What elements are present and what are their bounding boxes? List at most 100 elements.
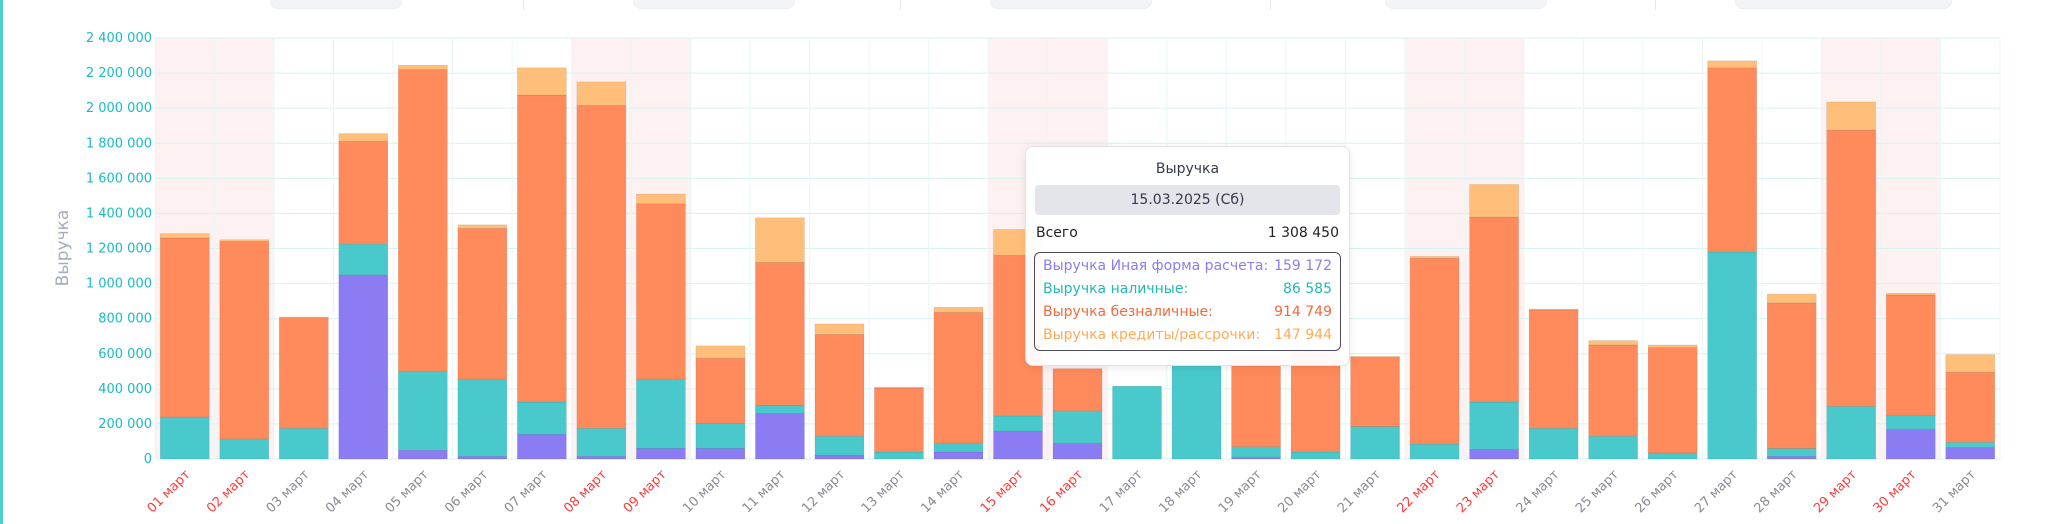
x-tick-label: 06 март [442,467,491,516]
bar-segment [933,306,984,313]
bar-segment [338,133,389,142]
revenue-tooltip: Выручка 15.03.2025 (Сб) Всего 1 308 450 … [1025,146,1350,366]
bar-segment [814,334,865,437]
bar-segment [933,451,984,460]
bar-segment [1588,340,1638,346]
bar-segment [636,448,686,460]
bar-segment [1171,360,1222,460]
top-separator [1270,0,1271,10]
tooltip-row-cashless: Выручка безналичные: 914 749 [1043,304,1332,324]
bar-segment [874,451,924,460]
bar-segment [576,81,627,106]
tooltip-row-cash: Выручка наличные: 86 585 [1043,281,1332,301]
bar-segment [1945,442,1996,448]
bar-segment [219,241,270,440]
y-tick-label: 1 600 000 [86,171,152,186]
y-tick-label: 0 [144,452,152,467]
x-tick-label: 22 март [1394,467,1443,516]
x-tick-label: 27 март [1692,467,1741,516]
tooltip-row-label: Выручка наличные: [1043,281,1189,297]
bar-segment [1112,385,1162,460]
bar-segment [636,378,686,449]
bar-segment [636,203,686,380]
bar-segment [1766,448,1817,457]
x-tick-label: 31 март [1930,467,1979,516]
bar-segment [1766,456,1817,460]
bar-segment [457,378,508,457]
bar-segment [1945,371,1996,443]
y-tick-label: 1 400 000 [86,206,152,221]
bar-segment [755,217,805,263]
tooltip-total-label: Всего [1036,225,1078,241]
bar-segment [695,448,746,460]
x-tick-label: 17 март [1097,467,1146,516]
y-tick-label: 2 400 000 [86,31,152,46]
tooltip-row-credit: Выручка кредиты/рассрочки: 147 944 [1043,327,1332,347]
bar-segment [219,438,270,460]
bar-segment [1469,216,1519,403]
bar-segment [695,357,746,424]
x-tick-label: 25 март [1573,467,1622,516]
bar-segment [517,401,567,435]
x-tick-label: 07 март [502,467,551,516]
bar-segment [338,243,389,276]
x-tick-label: 12 март [799,467,848,516]
tooltip-row-label: Выручка Иная форма расчета: [1043,258,1269,274]
y-tick-label: 1 800 000 [86,136,152,151]
bar-segment [338,141,389,245]
x-axis-ticks: 01 март 02 март 03 март 04 март 05 март 06 ма… [145,467,1980,516]
x-tick-label: 18 март [1156,467,1205,516]
bar-segment [1885,414,1936,430]
bar-segment [1826,406,1877,460]
bar-segment [1469,184,1519,218]
y-tick-label: 1 200 000 [86,242,152,257]
bar-segment [457,228,508,380]
bar-segment [1052,442,1103,460]
x-tick-label: 04 март [323,467,372,516]
bar-segment [1409,443,1460,460]
bar-segment [695,345,746,359]
bar-segment [993,430,1043,460]
bar-segment [1350,356,1400,427]
bar-segment [159,233,210,239]
bar-segment [933,312,984,444]
bar-segment [755,413,805,460]
bar-segment [695,422,746,449]
bar-segment [576,428,627,457]
left-accent-rule [0,0,3,524]
x-tick-label: 28 март [1752,467,1801,516]
x-tick-label: 01 март [145,467,194,516]
bar-segment [1647,344,1698,348]
x-tick-label: 19 март [1216,467,1265,516]
y-tick-label: 1 000 000 [86,277,152,292]
bar-segment [1766,302,1817,449]
x-tick-label: 14 март [918,467,967,516]
bar-segment [278,428,329,460]
bar-segment [814,323,865,335]
bar-segment [1409,257,1460,445]
bar-segment [993,415,1043,432]
bar-segment [1588,344,1638,437]
bar-segment [576,105,627,429]
bar-segment [517,434,567,460]
bar-segment [159,416,210,460]
bar-segment [1528,308,1579,311]
bar-segment [1469,401,1519,450]
tooltip-row-value: 86 585 [1283,281,1332,297]
bar-segment [755,262,805,406]
bar-segment [1409,256,1460,259]
tooltip-row-value: 159 172 [1274,258,1332,274]
y-tick-label: 600 000 [98,347,152,362]
bar-segment [1647,347,1698,454]
bar-segment [457,456,508,460]
y-axis-label: Выручка [53,210,73,287]
y-tick-label: 200 000 [98,417,152,432]
bar-segment [398,64,448,70]
y-tick-label: 2 000 000 [86,101,152,116]
bar-segment [1350,356,1400,358]
bar-segment [219,239,270,242]
tooltip-total-value: 1 308 450 [1267,225,1339,241]
bar-segment [874,387,924,453]
bar-segment [517,67,567,96]
